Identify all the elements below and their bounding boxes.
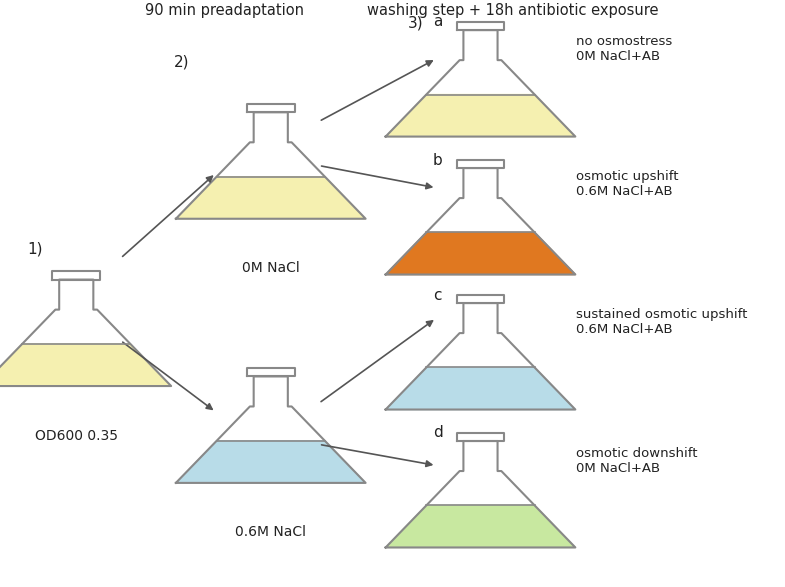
Text: 0.6M NaCl: 0.6M NaCl [236, 525, 306, 539]
Polygon shape [176, 441, 366, 483]
Polygon shape [385, 505, 575, 548]
Text: osmotic upshift: osmotic upshift [576, 170, 678, 183]
Text: OD600 0.35: OD600 0.35 [35, 429, 118, 443]
Text: washing step + 18h antibiotic exposure: washing step + 18h antibiotic exposure [367, 3, 659, 18]
Text: d: d [433, 425, 443, 440]
Text: 0.6M NaCl+AB: 0.6M NaCl+AB [576, 185, 673, 198]
Text: a: a [433, 14, 443, 29]
Polygon shape [385, 232, 575, 275]
Text: 90 min preadaptation: 90 min preadaptation [145, 3, 305, 18]
Text: 0M NaCl+AB: 0M NaCl+AB [576, 50, 660, 63]
Text: 0M NaCl: 0M NaCl [242, 261, 300, 275]
Text: sustained osmotic upshift: sustained osmotic upshift [576, 308, 747, 321]
Polygon shape [176, 177, 366, 219]
Polygon shape [385, 95, 575, 137]
Polygon shape [0, 344, 171, 386]
Polygon shape [385, 367, 575, 410]
Text: 3): 3) [408, 16, 424, 31]
Text: 2): 2) [174, 54, 189, 69]
Text: 0.6M NaCl+AB: 0.6M NaCl+AB [576, 323, 673, 336]
Text: 0M NaCl+AB: 0M NaCl+AB [576, 462, 660, 475]
Text: b: b [433, 153, 443, 168]
Text: 1): 1) [27, 242, 43, 257]
Text: no osmostress: no osmostress [576, 35, 672, 48]
Text: c: c [433, 288, 442, 303]
Text: osmotic downshift: osmotic downshift [576, 447, 697, 460]
